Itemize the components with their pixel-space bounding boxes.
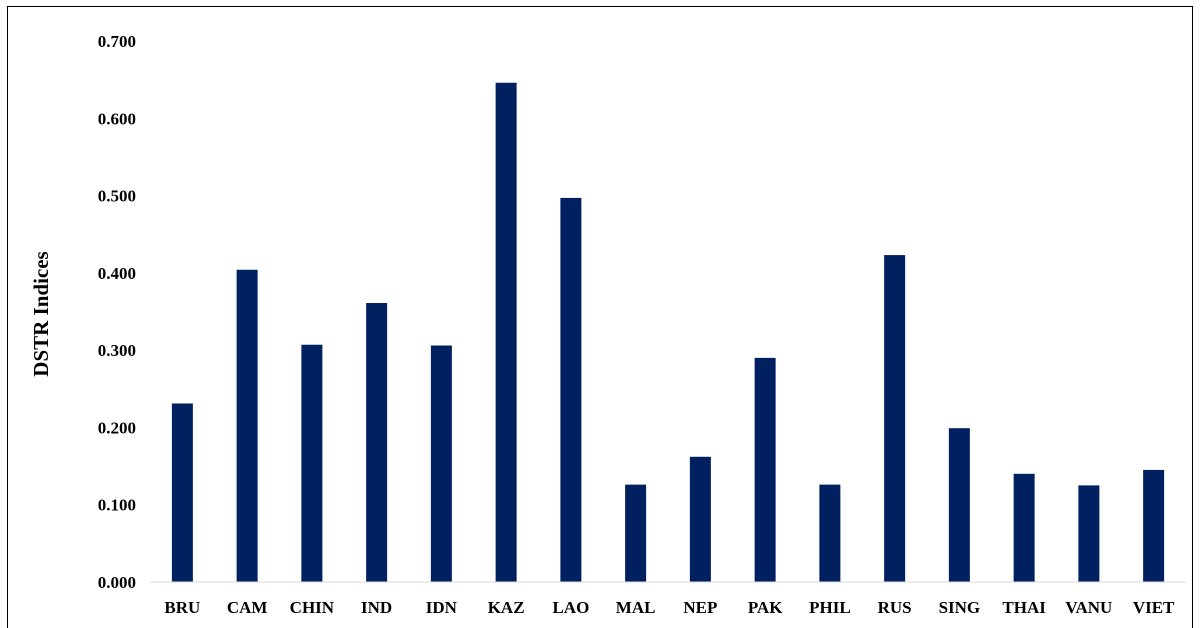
x-tick-label-kaz: KAZ — [488, 598, 525, 617]
y-tick-label: 0.300 — [98, 341, 136, 360]
bar-mal — [625, 484, 647, 582]
x-tick-label-lao: LAO — [552, 598, 589, 617]
x-tick-label-idn: IDN — [426, 598, 458, 617]
bar-bru — [171, 403, 193, 582]
bar-rus — [884, 255, 906, 582]
x-tick-label-pak: PAK — [748, 598, 783, 617]
x-tick-label-chin: CHIN — [290, 598, 335, 617]
x-tick-label-vanu: VANU — [1065, 598, 1112, 617]
y-tick-label: 0.500 — [98, 187, 136, 206]
x-tick-label-thai: THAI — [1002, 598, 1046, 617]
bar-kaz — [495, 82, 517, 582]
x-tick-label-cam: CAM — [227, 598, 268, 617]
x-tick-label-viet: VIET — [1133, 598, 1175, 617]
x-tick-label-sing: SING — [939, 598, 981, 617]
bars — [171, 82, 1165, 582]
y-tick-label: 0.100 — [98, 496, 136, 515]
bar-phil — [819, 484, 841, 582]
bar-ind — [366, 302, 388, 582]
y-axis-tick-labels: 0.000 0.100 0.200 0.300 0.400 0.500 0.600 0.700 — [98, 32, 136, 592]
x-tick-label-nep: NEP — [683, 598, 717, 617]
x-tick-label-phil: PHIL — [809, 598, 851, 617]
bar-nep — [689, 456, 711, 582]
x-tick-label-rus: RUS — [878, 598, 912, 617]
bar-chin — [301, 344, 323, 582]
bar-vanu — [1078, 485, 1100, 582]
y-tick-label: 0.200 — [98, 418, 136, 437]
bar-viet — [1143, 469, 1165, 582]
bar-lao — [560, 197, 582, 582]
x-tick-label-mal: MAL — [616, 598, 656, 617]
y-tick-label: 0.400 — [98, 264, 136, 283]
x-axis-tick-labels: BRU CAM CHIN IND IDN KAZ LAO MAL NEP PAK PHIL RUS SI… — [164, 598, 1175, 617]
bar-pak — [754, 357, 776, 582]
bar-idn — [430, 345, 452, 582]
y-axis-title: DSTR Indices — [29, 251, 53, 376]
x-tick-label-bru: BRU — [164, 598, 200, 617]
bar-sing — [948, 428, 970, 582]
bar-thai — [1013, 473, 1035, 582]
chart-frame — [7, 6, 1193, 628]
y-tick-label: 0.000 — [98, 573, 136, 592]
y-tick-label: 0.700 — [98, 32, 136, 51]
bar-cam — [236, 269, 258, 582]
y-tick-label: 0.600 — [98, 109, 136, 128]
x-tick-label-ind: IND — [361, 598, 392, 617]
